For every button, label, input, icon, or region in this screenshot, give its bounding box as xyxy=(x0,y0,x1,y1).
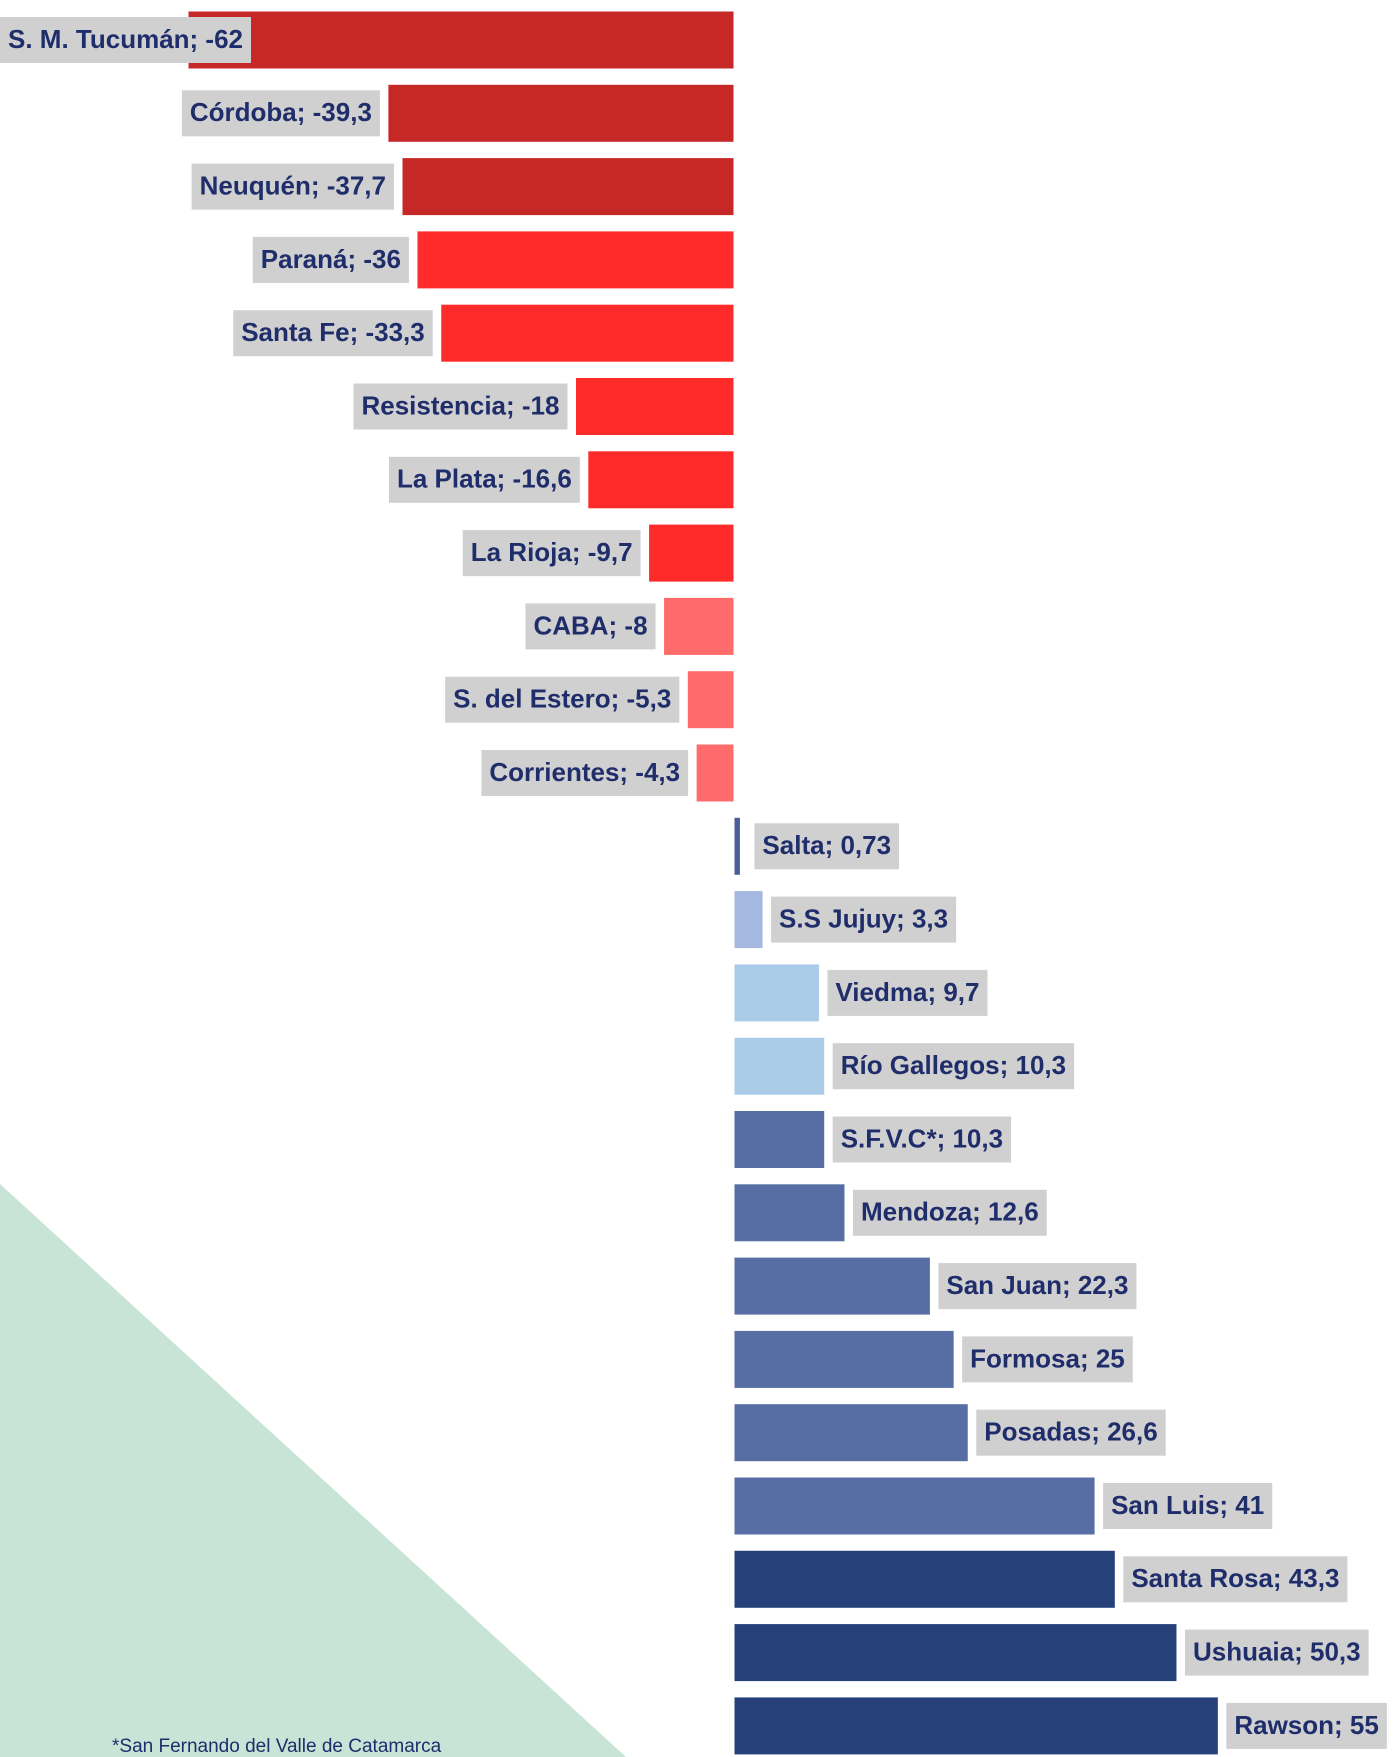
data-label: Posadas; 26,6 xyxy=(984,1417,1157,1447)
bar xyxy=(733,1623,1178,1683)
label-box xyxy=(1184,1629,1369,1676)
data-label: S. M. Tucumán; -62 xyxy=(8,24,243,54)
bar xyxy=(733,816,741,876)
data-label: S. del Estero; -5,3 xyxy=(453,684,671,714)
bar xyxy=(733,1696,1219,1756)
data-label: Mendoza; 12,6 xyxy=(861,1197,1039,1227)
bar xyxy=(733,1476,1096,1536)
label-box xyxy=(754,823,900,870)
bar xyxy=(695,743,735,803)
label-box xyxy=(771,896,957,943)
bar xyxy=(663,596,735,656)
bar xyxy=(440,303,735,363)
bar xyxy=(574,377,735,436)
data-label: Santa Rosa; 43,3 xyxy=(1131,1563,1339,1593)
bar xyxy=(686,670,735,730)
data-label: La Plata; -16,6 xyxy=(397,464,572,494)
data-label: Corrientes; -4,3 xyxy=(489,757,680,787)
bar xyxy=(733,1549,1116,1609)
data-label: San Luis; 41 xyxy=(1111,1490,1264,1520)
bar xyxy=(733,1036,826,1096)
label-box xyxy=(832,1116,1012,1163)
decor-triangle xyxy=(0,1184,626,1757)
data-label: Paraná; -36 xyxy=(261,244,401,274)
label-box xyxy=(1123,1556,1348,1603)
data-label: Neuquén; -37,7 xyxy=(200,170,386,200)
bar xyxy=(187,10,735,70)
bar xyxy=(587,450,735,510)
bar xyxy=(733,1183,846,1243)
bar xyxy=(733,1256,931,1316)
label-box xyxy=(962,1336,1133,1383)
label-box xyxy=(1226,1702,1387,1749)
bar xyxy=(733,1329,955,1389)
data-label: S.S Jujuy; 3,3 xyxy=(779,903,948,933)
label-box xyxy=(353,383,568,430)
label-box xyxy=(252,236,409,283)
bar xyxy=(648,523,735,583)
label-box xyxy=(481,750,689,796)
data-label: CABA; -8 xyxy=(533,610,647,640)
bar xyxy=(401,157,735,217)
label-box xyxy=(525,603,656,650)
label-box xyxy=(938,1263,1137,1310)
data-label: La Rioja; -9,7 xyxy=(471,537,633,567)
label-box xyxy=(388,456,580,503)
label-box xyxy=(462,530,641,577)
label-box xyxy=(191,163,394,210)
bar xyxy=(733,963,820,1023)
bar xyxy=(733,1403,969,1463)
bar xyxy=(387,83,735,143)
label-box xyxy=(233,310,433,357)
data-label: Salta; 0,73 xyxy=(762,830,891,860)
label-box xyxy=(1103,1483,1273,1529)
label-box xyxy=(181,90,380,137)
data-label: Resistencia; -18 xyxy=(361,390,559,420)
label-box xyxy=(827,969,988,1016)
bar xyxy=(416,230,735,290)
data-label: S.F.V.C*; 10,3 xyxy=(841,1123,1003,1153)
data-label: Córdoba; -39,3 xyxy=(190,97,372,127)
label-box xyxy=(976,1409,1166,1456)
data-label: Viedma; 9,7 xyxy=(835,977,979,1007)
footnote: *San Fernando del Valle de Catamarca xyxy=(112,1736,442,1757)
label-box xyxy=(832,1043,1075,1090)
data-label: Formosa; 25 xyxy=(970,1343,1125,1373)
label-box xyxy=(445,676,680,723)
bar xyxy=(733,1110,826,1169)
data-label: San Juan; 22,3 xyxy=(946,1270,1128,1300)
bar xyxy=(733,890,764,950)
data-label: Rawson; 55 xyxy=(1234,1710,1379,1740)
data-label: Ushuaia; 50,3 xyxy=(1193,1636,1361,1666)
label-box xyxy=(852,1189,1047,1236)
data-label: Santa Fe; -33,3 xyxy=(241,317,425,347)
data-label: Río Gallegos; 10,3 xyxy=(841,1050,1066,1080)
label-box xyxy=(0,17,251,63)
